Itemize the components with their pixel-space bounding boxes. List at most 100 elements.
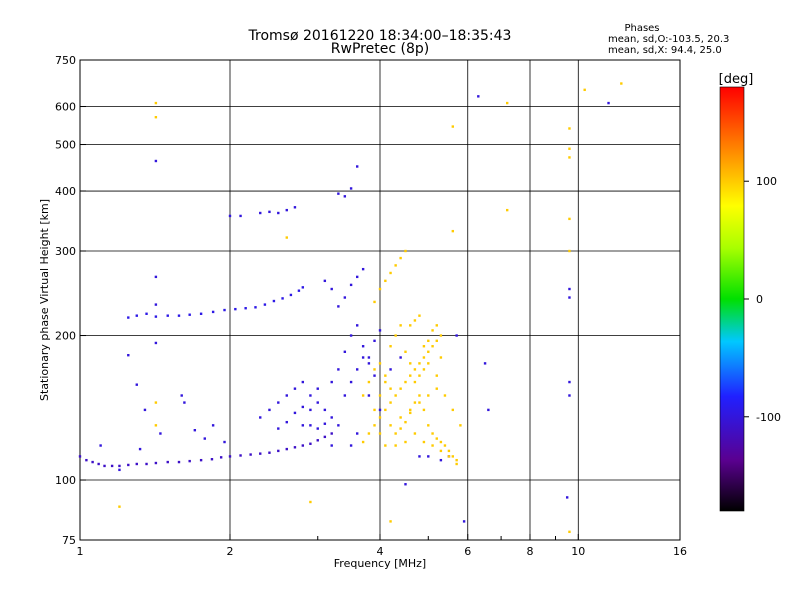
data-point	[268, 408, 271, 412]
data-point	[620, 82, 623, 85]
data-point	[159, 432, 162, 435]
data-point	[154, 424, 158, 427]
data-point	[259, 452, 262, 455]
data-point	[343, 394, 347, 397]
x-tick-label: 6	[464, 545, 471, 558]
data-point	[355, 368, 359, 371]
data-point	[431, 345, 434, 348]
data-point	[413, 319, 417, 322]
data-point	[223, 440, 226, 444]
data-point	[409, 374, 412, 377]
data-point	[378, 362, 382, 365]
chart-title: Tromsø 20161220 18:34:00–18:35:43	[248, 28, 512, 44]
data-point	[404, 420, 407, 424]
data-point	[399, 427, 402, 430]
data-point	[203, 437, 206, 440]
colorbar-tick-label: -100	[756, 411, 781, 424]
legend-line-o: mean, sd,O:-103.5, 20.3	[608, 34, 729, 45]
data-point	[343, 350, 347, 353]
data-point	[239, 214, 242, 218]
data-point	[483, 362, 487, 365]
data-point	[384, 408, 387, 412]
data-point	[301, 405, 305, 409]
data-point	[166, 314, 169, 317]
data-point	[85, 458, 88, 462]
data-point	[361, 267, 365, 271]
data-point	[180, 394, 183, 397]
data-point	[447, 455, 451, 458]
data-point	[394, 264, 397, 267]
data-point	[138, 447, 142, 451]
data-point	[97, 462, 100, 466]
data-point	[418, 401, 421, 404]
data-point	[409, 324, 412, 327]
data-point	[394, 432, 397, 435]
data-point	[349, 380, 353, 384]
data-point	[210, 458, 214, 461]
data-point	[330, 416, 333, 419]
data-point	[309, 442, 312, 445]
x-tick-label: 10	[571, 545, 585, 558]
data-point	[451, 408, 455, 412]
grid-layer	[80, 60, 680, 540]
data-point	[373, 408, 376, 412]
data-point	[309, 408, 312, 412]
data-point	[451, 455, 455, 458]
data-point	[367, 380, 371, 384]
data-point	[337, 305, 340, 308]
data-point	[568, 394, 571, 397]
y-axis-label: Stationary phase Virtual Height [km]	[38, 199, 51, 401]
data-point	[422, 345, 426, 348]
y-tick-label: 75	[62, 534, 76, 547]
data-point	[568, 147, 571, 150]
data-point	[409, 411, 412, 415]
data-point	[568, 127, 571, 130]
data-point	[263, 303, 267, 306]
data-point	[301, 286, 305, 289]
data-point	[568, 296, 571, 299]
data-point	[285, 236, 288, 239]
data-point	[384, 380, 387, 384]
tick-layer: 1 2 4 6 8 10 16 75 100 200 300 400 500 600 750	[55, 54, 687, 558]
data-point	[427, 424, 430, 427]
series-3	[118, 82, 623, 534]
data-point	[183, 401, 186, 404]
data-point	[378, 287, 382, 291]
data-point	[443, 444, 447, 447]
data-point	[355, 432, 359, 435]
data-point	[135, 462, 138, 466]
data-point	[404, 350, 407, 353]
y-tick-label: 400	[55, 185, 76, 198]
data-point	[427, 455, 430, 458]
data-point	[330, 444, 333, 447]
data-point	[404, 483, 407, 486]
data-point	[135, 383, 138, 386]
data-point	[418, 394, 421, 397]
data-point	[177, 314, 181, 317]
colorbar-ticks: 100 0 -100	[744, 175, 781, 424]
data-point	[349, 444, 353, 447]
data-point	[301, 424, 305, 427]
data-point	[343, 195, 347, 198]
data-point	[378, 394, 382, 397]
data-point	[103, 464, 106, 468]
data-point	[367, 394, 371, 397]
series-0	[78, 432, 333, 468]
data-point	[394, 394, 397, 397]
data-point	[154, 303, 158, 306]
data-point	[127, 316, 130, 319]
data-point	[323, 422, 327, 425]
data-point	[373, 368, 376, 371]
data-point	[367, 356, 371, 359]
data-point	[404, 440, 407, 444]
data-point	[211, 310, 215, 314]
legend-line-x: mean, sd,X: 94.4, 25.0	[608, 45, 722, 56]
data-point	[309, 394, 312, 397]
data-point	[361, 394, 365, 397]
data-point	[439, 440, 443, 444]
data-point	[422, 356, 426, 359]
data-point	[413, 432, 417, 435]
data-point	[355, 165, 359, 168]
data-point	[583, 88, 586, 92]
data-point	[285, 394, 288, 397]
